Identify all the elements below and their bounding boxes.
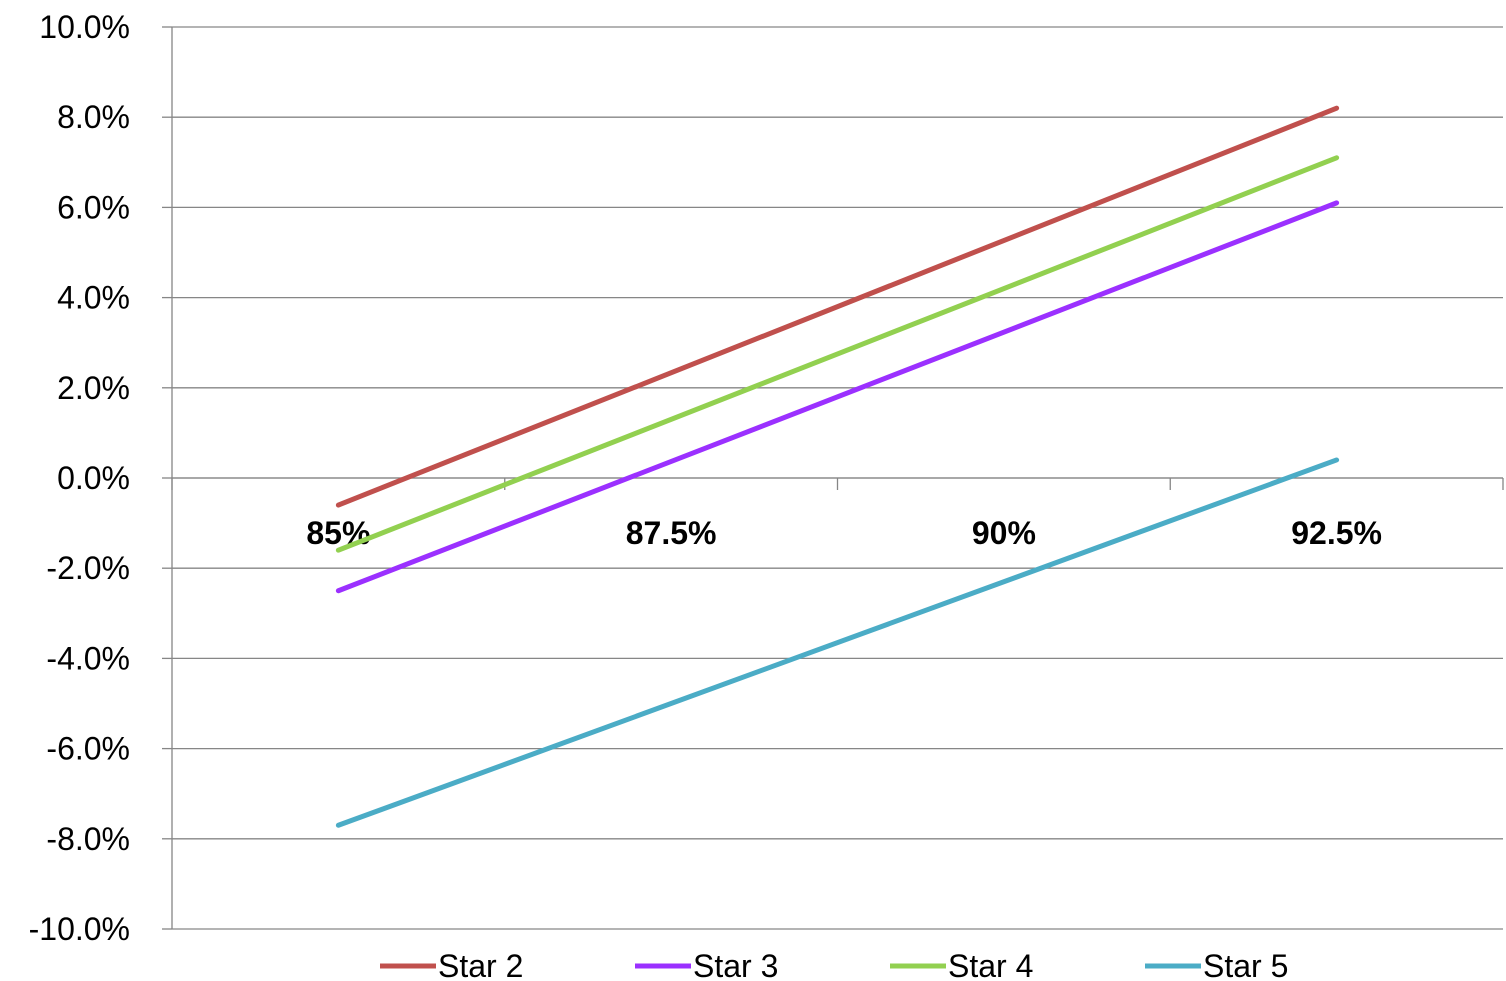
y-tick-label: 2.0% [57, 370, 130, 406]
y-tick-label: 0.0% [57, 460, 130, 496]
y-axis-tick-labels: 10.0% 8.0% 6.0% 4.0% 2.0% 0.0% -2.0% -4.0% -6.0%… [29, 9, 130, 947]
y-tick-label: -2.0% [46, 550, 130, 586]
y-tick-label: -8.0% [46, 821, 130, 857]
y-tick-label: 6.0% [57, 189, 130, 225]
x-tick-label: 85% [306, 515, 370, 551]
y-tick-label: -6.0% [46, 731, 130, 767]
legend: Star 2 Star 3 Star 4 Star 5 [380, 948, 1288, 981]
axes [171, 27, 1504, 929]
legend-label: Star 2 [438, 948, 523, 981]
x-tick-label: 87.5% [626, 515, 717, 551]
y-tick-label: 8.0% [57, 99, 130, 135]
series-line [335, 105, 1340, 508]
legend-label: Star 5 [1203, 948, 1288, 981]
series-line [335, 457, 1340, 828]
legend-label: Star 4 [948, 948, 1033, 981]
y-tick-label: 10.0% [39, 9, 130, 45]
x-tick-label: 92.5% [1291, 515, 1382, 551]
series-line [335, 155, 1340, 553]
series-lines [335, 105, 1340, 828]
y-tick-label: -4.0% [46, 640, 130, 676]
series-line [335, 200, 1340, 594]
x-axis-tick-labels: 85% 87.5% 90% 92.5% [306, 515, 1382, 551]
y-tick-label: -10.0% [29, 911, 130, 947]
y-tick-label: 4.0% [57, 280, 130, 316]
legend-label: Star 3 [693, 948, 778, 981]
x-tick-label: 90% [972, 515, 1036, 551]
